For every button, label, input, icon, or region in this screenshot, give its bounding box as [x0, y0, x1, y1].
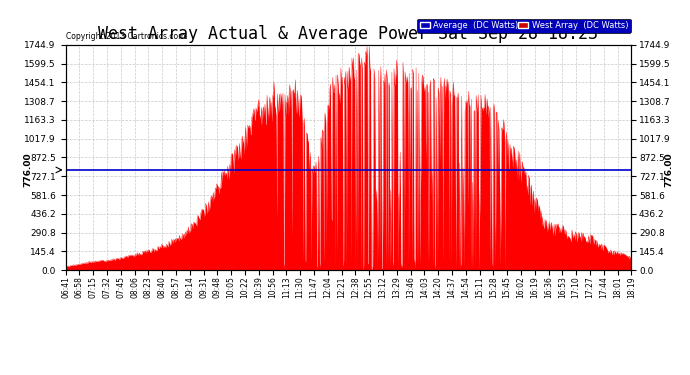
Legend: Average  (DC Watts), West Array  (DC Watts): Average (DC Watts), West Array (DC Watts… — [417, 19, 631, 33]
Title: West Array Actual & Average Power Sat Sep 28 18:23: West Array Actual & Average Power Sat Se… — [99, 26, 598, 44]
Text: 776.00: 776.00 — [664, 153, 674, 187]
Text: 776.00: 776.00 — [23, 153, 32, 187]
Text: Copyright 2013 Cartronics.com: Copyright 2013 Cartronics.com — [66, 32, 185, 41]
